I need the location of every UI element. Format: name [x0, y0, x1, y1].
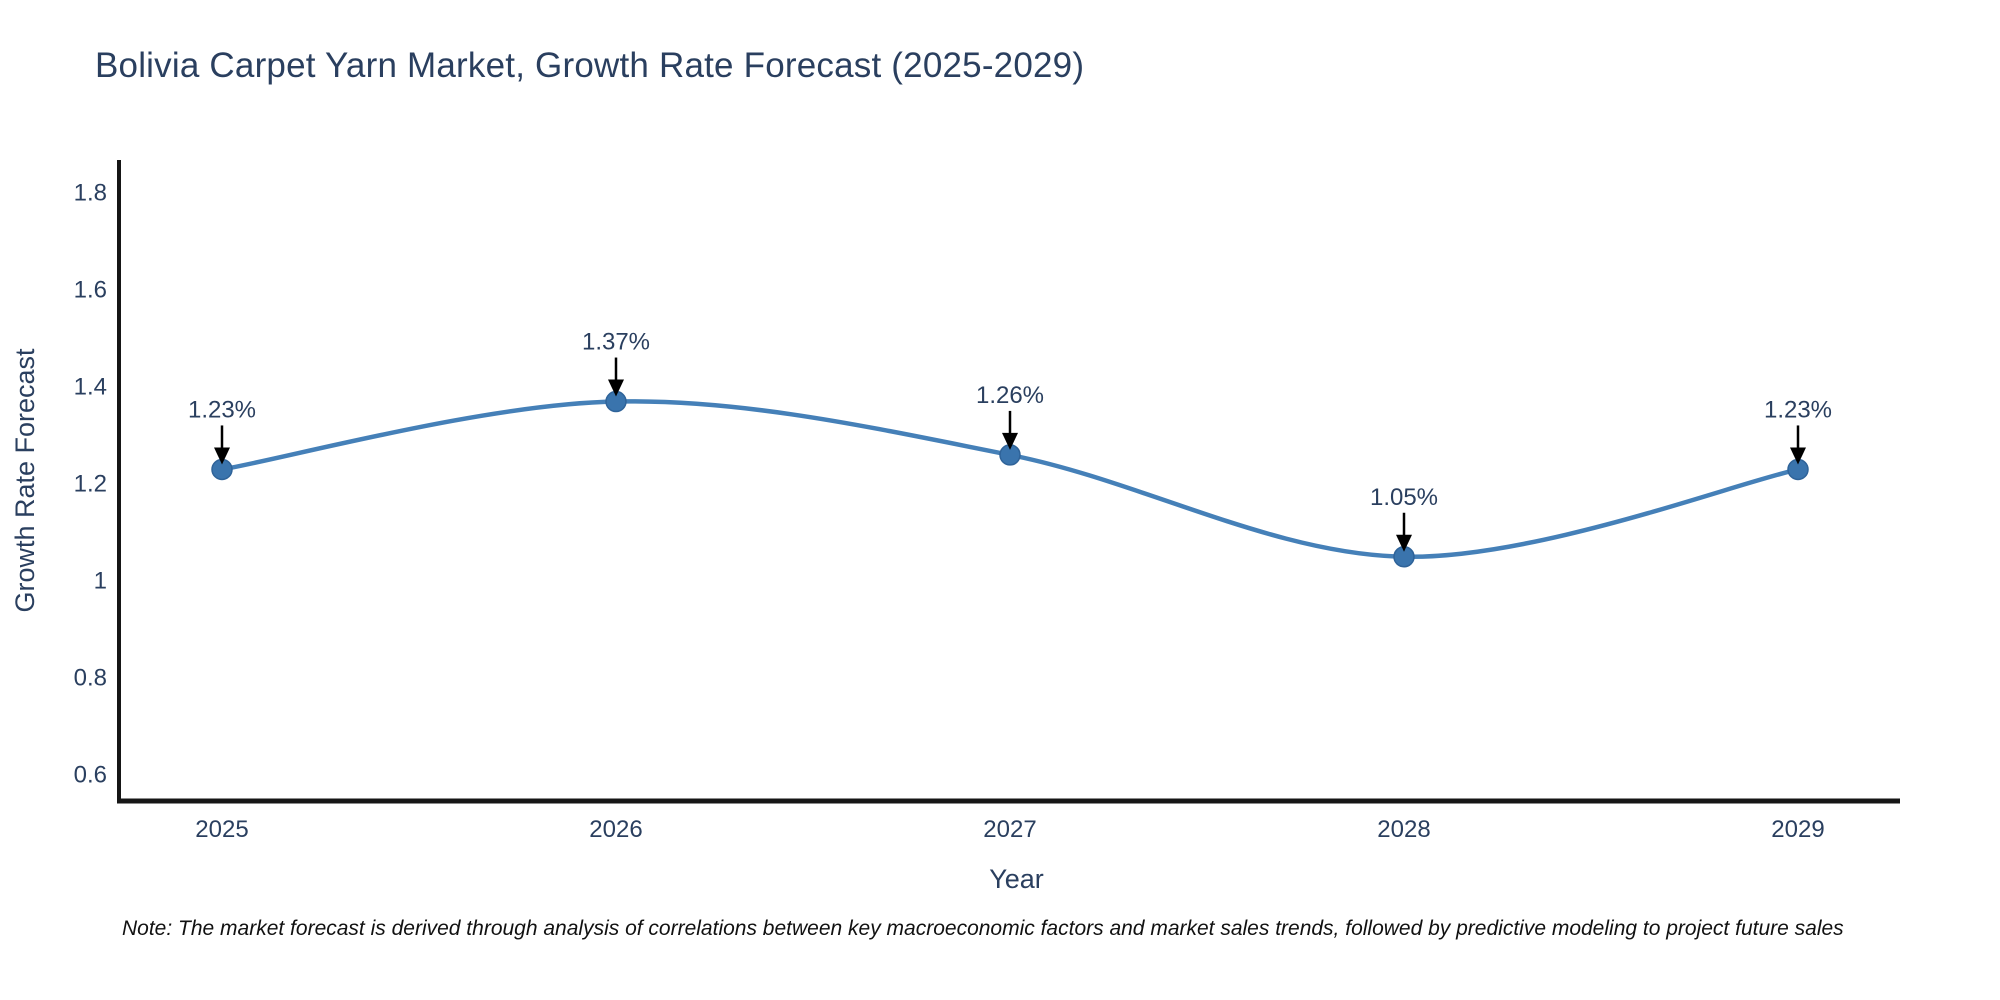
annotation-label: 1.26% [976, 382, 1044, 409]
annotation-arrowhead [1790, 447, 1806, 465]
annotations-group: 1.23% 1.37% 1.26% 1.05% 1.23% [188, 329, 1832, 552]
x-tick-label: 2029 [1771, 816, 1824, 843]
y-tick-label: 0.8 [74, 665, 107, 692]
footnote: Note: The market forecast is derived thr… [122, 917, 1844, 940]
y-tick-label: 1 [94, 568, 107, 595]
y-tick-label: 1.2 [74, 471, 107, 498]
y-axis-title: Growth Rate Forecast [10, 348, 40, 613]
x-tick-labels-group: 2025 2026 2027 2028 2029 [195, 816, 1824, 843]
y-tick-label: 0.6 [74, 762, 107, 789]
y-tick-label: 1.8 [74, 180, 107, 207]
x-tick-label: 2028 [1377, 816, 1430, 843]
y-tick-labels-group: 1.8 1.6 1.4 1.2 1 0.8 0.6 [74, 180, 107, 789]
annotation-arrowhead [1002, 432, 1018, 450]
x-tick-label: 2026 [589, 816, 642, 843]
x-tick-label: 2027 [983, 816, 1036, 843]
annotation-label: 1.37% [582, 329, 650, 356]
x-tick-label: 2025 [195, 816, 248, 843]
y-tick-label: 1.4 [74, 374, 107, 401]
annotation-label: 1.05% [1370, 484, 1438, 511]
x-axis-title: Year [989, 864, 1044, 894]
annotation-arrowhead [608, 379, 624, 397]
annotation-label: 1.23% [188, 396, 256, 423]
annotation-arrowhead [214, 447, 230, 465]
y-tick-label: 1.6 [74, 277, 107, 304]
annotation-label: 1.23% [1764, 396, 1832, 423]
axis-titles-group: Year Growth Rate Forecast [10, 348, 1044, 894]
chart-title: Bolivia Carpet Yarn Market, Growth Rate … [95, 46, 1085, 85]
annotation-arrowhead [1396, 534, 1412, 552]
axes-group [117, 160, 1900, 804]
